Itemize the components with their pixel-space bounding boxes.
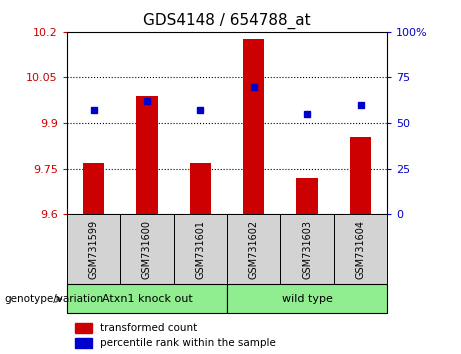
Bar xyxy=(75,323,92,333)
Bar xyxy=(67,214,120,285)
Bar xyxy=(227,214,280,285)
Bar xyxy=(334,214,387,285)
Text: GSM731603: GSM731603 xyxy=(302,220,312,279)
Bar xyxy=(83,162,104,214)
Bar xyxy=(296,178,318,214)
Text: wild type: wild type xyxy=(282,294,332,304)
Text: GSM731601: GSM731601 xyxy=(195,220,205,279)
Text: GSM731600: GSM731600 xyxy=(142,220,152,279)
Text: GSM731602: GSM731602 xyxy=(249,220,259,279)
Bar xyxy=(280,214,334,285)
Bar xyxy=(227,284,387,313)
Text: genotype/variation: genotype/variation xyxy=(5,294,104,304)
Text: percentile rank within the sample: percentile rank within the sample xyxy=(100,338,276,348)
Bar xyxy=(189,162,211,214)
Bar xyxy=(174,214,227,285)
Bar xyxy=(350,137,371,214)
Bar xyxy=(136,96,158,214)
Text: Atxn1 knock out: Atxn1 knock out xyxy=(101,294,192,304)
Bar xyxy=(243,39,265,214)
Text: GSM731604: GSM731604 xyxy=(355,220,366,279)
Bar xyxy=(120,214,174,285)
Bar xyxy=(67,284,227,313)
Text: GSM731599: GSM731599 xyxy=(89,220,99,279)
Text: transformed count: transformed count xyxy=(100,322,197,332)
Bar xyxy=(75,338,92,348)
Title: GDS4148 / 654788_at: GDS4148 / 654788_at xyxy=(143,13,311,29)
